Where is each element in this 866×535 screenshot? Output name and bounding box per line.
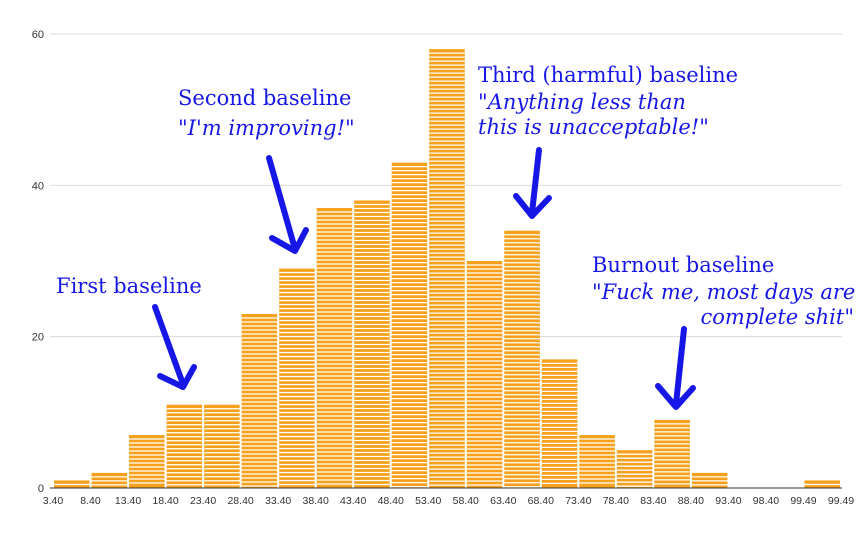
- x-tick-label: 99.49: [790, 495, 816, 507]
- bar: [541, 359, 578, 488]
- bars: [54, 49, 840, 489]
- second-baseline-title: Second baseline: [178, 86, 352, 110]
- y-tick-label: 40: [32, 180, 44, 192]
- bar: [466, 261, 503, 488]
- x-tick-label: 58.40: [453, 495, 479, 507]
- x-tick-label: 73.40: [565, 495, 591, 507]
- x-tick-label: 99.49: [828, 495, 854, 507]
- x-tick-label: 63.40: [490, 495, 516, 507]
- x-tick-label: 23.40: [190, 495, 216, 507]
- x-tick-label: 3.40: [43, 495, 64, 507]
- bar: [316, 208, 353, 489]
- burnout-baseline-arrow: [655, 326, 696, 410]
- x-tick-label: 98.40: [753, 495, 779, 507]
- bar: [429, 49, 465, 489]
- x-tick-label: 88.40: [678, 495, 704, 507]
- bar: [579, 435, 615, 488]
- bar: [204, 404, 240, 488]
- x-tick-label: 53.40: [415, 495, 441, 507]
- third-baseline-arrow: [513, 147, 552, 219]
- bar: [691, 472, 728, 488]
- x-tick-label: 93.40: [715, 495, 741, 507]
- x-tick-label: 18.40: [152, 495, 178, 507]
- first-baseline-annotation: First baseline: [56, 276, 202, 297]
- burnout-baseline-quote-line1: "Fuck me, most days are: [592, 280, 856, 304]
- bar: [129, 435, 165, 488]
- x-tick-label: 68.40: [528, 495, 554, 507]
- burnout-baseline-annotation: Burnout baseline "Fuck me, most days are…: [592, 253, 856, 329]
- bar: [166, 404, 203, 488]
- x-tick-label: 33.40: [265, 495, 291, 507]
- bar: [654, 419, 690, 488]
- third-baseline-title: Third (harmful) baseline: [478, 63, 739, 87]
- burnout-baseline-quote-line2: complete shit": [700, 305, 854, 329]
- x-tick-label: 48.40: [378, 495, 404, 507]
- bar: [354, 200, 390, 488]
- x-tick-label: 78.40: [603, 495, 629, 507]
- third-baseline-annotation: Third (harmful) baseline "Anything less …: [478, 65, 738, 138]
- second-baseline-quote: "I'm improving!": [178, 116, 355, 140]
- x-tick-label: 83.40: [640, 495, 666, 507]
- second-baseline-arrow: [266, 155, 309, 254]
- bar: [504, 230, 540, 488]
- bar: [279, 268, 315, 488]
- annotation-arrows: [152, 147, 696, 410]
- third-baseline-quote-line2: this is unacceptable!": [478, 115, 709, 139]
- bar: [391, 162, 428, 488]
- bar: [616, 450, 653, 488]
- burnout-baseline-title: Burnout baseline: [592, 253, 775, 277]
- second-baseline-annotation: Second baseline "I'm improving!": [178, 88, 355, 139]
- y-tick-label: 20: [32, 332, 44, 344]
- first-baseline-arrow: [152, 304, 197, 390]
- y-axis-ticks: 0 20 40 60: [32, 29, 44, 495]
- x-tick-label: 8.40: [80, 495, 101, 507]
- y-tick-label: 60: [32, 29, 44, 41]
- third-baseline-quote-line1: "Anything less than: [478, 90, 686, 114]
- x-axis-ticks: 3.40 8.40 13.40 18.40 23.40 28.40 33.40 38.40 43…: [43, 495, 855, 507]
- bar: [91, 472, 128, 488]
- bar: [54, 480, 90, 488]
- bar: [241, 313, 278, 488]
- x-tick-label: 13.40: [115, 495, 141, 507]
- y-tick-label: 0: [38, 483, 44, 495]
- first-baseline-title: First baseline: [56, 274, 202, 298]
- x-tick-label: 28.40: [227, 495, 253, 507]
- x-tick-label: 43.40: [340, 495, 366, 507]
- bar: [804, 480, 840, 488]
- x-tick-label: 38.40: [303, 495, 329, 507]
